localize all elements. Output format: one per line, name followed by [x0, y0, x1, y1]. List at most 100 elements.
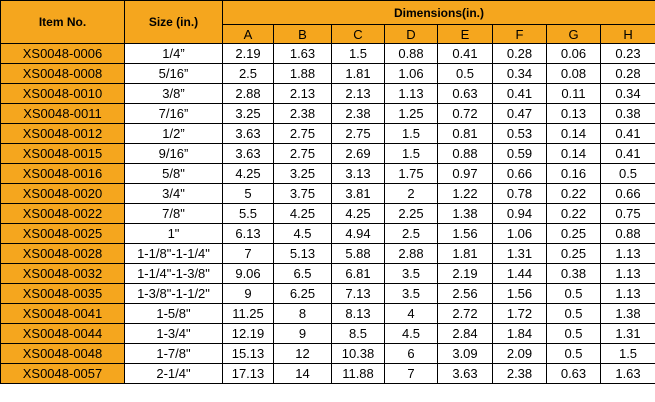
size-cell: 1-3/8"-1-1/2" — [124, 283, 223, 304]
column-header: G — [546, 24, 601, 44]
dimension-cell: 1.31 — [599, 323, 655, 344]
dimension-cell: 0.28 — [599, 63, 655, 84]
table-row: XS0048-0057 2-1/4" 17.13 14 11.88 7 3.63 2.38 0.… — [0, 363, 655, 384]
dimension-cell: 2.5 — [384, 223, 438, 244]
dimension-cell: 4.25 — [331, 203, 385, 224]
size-cell: 1-7/8" — [124, 343, 223, 364]
item-number: XS0048-0035 — [0, 283, 125, 304]
dimension-cell: 0.41 — [599, 123, 655, 144]
dimension-cell: 2.75 — [331, 123, 385, 144]
size-cell: 1/4” — [124, 43, 223, 64]
dimension-cell: 6 — [384, 343, 438, 364]
table-row: XS0048-0012 1/2” 3.63 2.75 2.75 1.5 0.81 0.53 0.… — [0, 123, 655, 144]
dimension-cell: 0.66 — [599, 183, 655, 204]
dimension-cell: 0.16 — [546, 163, 601, 184]
column-header: H — [599, 24, 655, 44]
dimension-cell: 5.13 — [273, 243, 332, 264]
dimension-cell: 11.25 — [222, 303, 274, 324]
size-cell: 3/8” — [124, 83, 223, 104]
size-cell: 1-1/8"-1-1/4" — [124, 243, 223, 264]
dimension-cell: 1.81 — [331, 63, 385, 84]
size-cell: 7/8" — [124, 203, 223, 224]
dimension-cell: 4 — [384, 303, 438, 324]
table-row: XS0048-0010 3/8” 2.88 2.13 2.13 1.13 0.63 0.41 0… — [0, 83, 655, 104]
dimension-cell: 1.5 — [599, 343, 655, 364]
dimension-cell: 0.72 — [437, 103, 493, 124]
dimension-cell: 1.13 — [599, 243, 655, 264]
table-row: XS0048-0015 9/16” 3.63 2.75 2.69 1.5 0.88 0.59 0… — [0, 143, 655, 164]
item-number: XS0048-0015 — [0, 143, 125, 164]
dimension-cell: 2.38 — [492, 363, 547, 384]
column-header: B — [273, 24, 332, 44]
item-number: XS0048-0022 — [0, 203, 125, 224]
table-row: XS0048-0006 1/4” 2.19 1.63 1.5 0.88 0.41 0.28 0.… — [0, 43, 655, 64]
dimension-cell: 0.14 — [546, 123, 601, 144]
dimension-cell: 0.41 — [599, 143, 655, 164]
dimension-cell: 14 — [273, 363, 332, 384]
dimension-cell: 0.63 — [546, 363, 601, 384]
dimension-cell: 8 — [273, 303, 332, 324]
dimension-cell: 0.22 — [546, 203, 601, 224]
dimension-cell: 0.81 — [437, 123, 493, 144]
header-row: Item No. Size (in.) Dimensions(in.) — [0, 0, 655, 44]
header-cell: Item No. — [0, 0, 125, 44]
dimension-cell: 2.09 — [492, 343, 547, 364]
dimension-cell: 3.09 — [437, 343, 493, 364]
dimension-cell: 2.75 — [273, 143, 332, 164]
table-row: XS0048-0028 1-1/8"-1-1/4" 7 5.13 5.88 2.88 1.8… — [0, 243, 655, 264]
dimension-cell: 1.38 — [599, 303, 655, 324]
dimension-cell: 3.81 — [331, 183, 385, 204]
dimension-cell: 0.25 — [546, 243, 601, 264]
dimension-cell: 2.56 — [437, 283, 493, 304]
dimension-cell: 1.38 — [437, 203, 493, 224]
dimension-cell: 1.5 — [331, 43, 385, 64]
size-cell: 7/16” — [124, 103, 223, 124]
dimension-cell: 2.38 — [331, 103, 385, 124]
dimension-cell: 1.63 — [273, 43, 332, 64]
column-header: E — [437, 24, 493, 44]
dimension-cell: 0.22 — [546, 183, 601, 204]
dimension-cell: 0.41 — [492, 83, 547, 104]
dimension-cell: 2.88 — [222, 83, 274, 104]
dimension-cell: 7.13 — [331, 283, 385, 304]
dimension-cell: 1.84 — [492, 323, 547, 344]
dimension-cell: 0.5 — [546, 343, 601, 364]
item-number: XS0048-0006 — [0, 43, 125, 64]
dimension-cell: 2.25 — [384, 203, 438, 224]
dimension-cell: 2.75 — [273, 123, 332, 144]
dimension-cell: 8.13 — [331, 303, 385, 324]
item-number: XS0048-0020 — [0, 183, 125, 204]
dimension-cell: 1.13 — [599, 263, 655, 284]
header-cell: Dimensions(in.) — [221, 0, 655, 25]
dimension-cell: 0.08 — [546, 63, 601, 84]
dimension-cell: 0.66 — [492, 163, 547, 184]
dimension-cell: 6.5 — [273, 263, 332, 284]
item-number: XS0048-0048 — [0, 343, 125, 364]
item-number: XS0048-0044 — [0, 323, 125, 344]
dimension-cell: 1.31 — [492, 243, 547, 264]
dimension-cell: 1.88 — [273, 63, 332, 84]
dimension-cell: 1.63 — [599, 363, 655, 384]
dimension-cell: 0.75 — [599, 203, 655, 224]
dimension-cell: 1.22 — [437, 183, 493, 204]
dimension-cell: 11.88 — [331, 363, 385, 384]
dimension-cell: 0.38 — [546, 263, 601, 284]
size-cell: 1" — [124, 223, 223, 244]
dimension-cell: 3.75 — [273, 183, 332, 204]
dimension-cell: 0.34 — [492, 63, 547, 84]
dimension-cell: 4.5 — [273, 223, 332, 244]
dimension-cell: 2.19 — [222, 43, 274, 64]
dimension-cell: 3.25 — [273, 163, 332, 184]
dimension-cell: 4.25 — [222, 163, 274, 184]
size-cell: 5/16” — [124, 63, 223, 84]
dimension-cell: 15.13 — [222, 343, 274, 364]
dimension-cell: 0.59 — [492, 143, 547, 164]
dimension-cell: 2.19 — [437, 263, 493, 284]
dimension-cell: 1.5 — [384, 123, 438, 144]
dimension-cell: 0.88 — [384, 43, 438, 64]
size-cell: 9/16” — [124, 143, 223, 164]
table-row: XS0048-0025 1" 6.13 4.5 4.94 2.5 1.56 1.06 0.25 0… — [0, 223, 655, 244]
size-cell: 1-3/4" — [124, 323, 223, 344]
table-row: XS0048-0044 1-3/4" 12.19 9 8.5 4.5 2.84 1.84 0.5… — [0, 323, 655, 344]
item-number: XS0048-0010 — [0, 83, 125, 104]
